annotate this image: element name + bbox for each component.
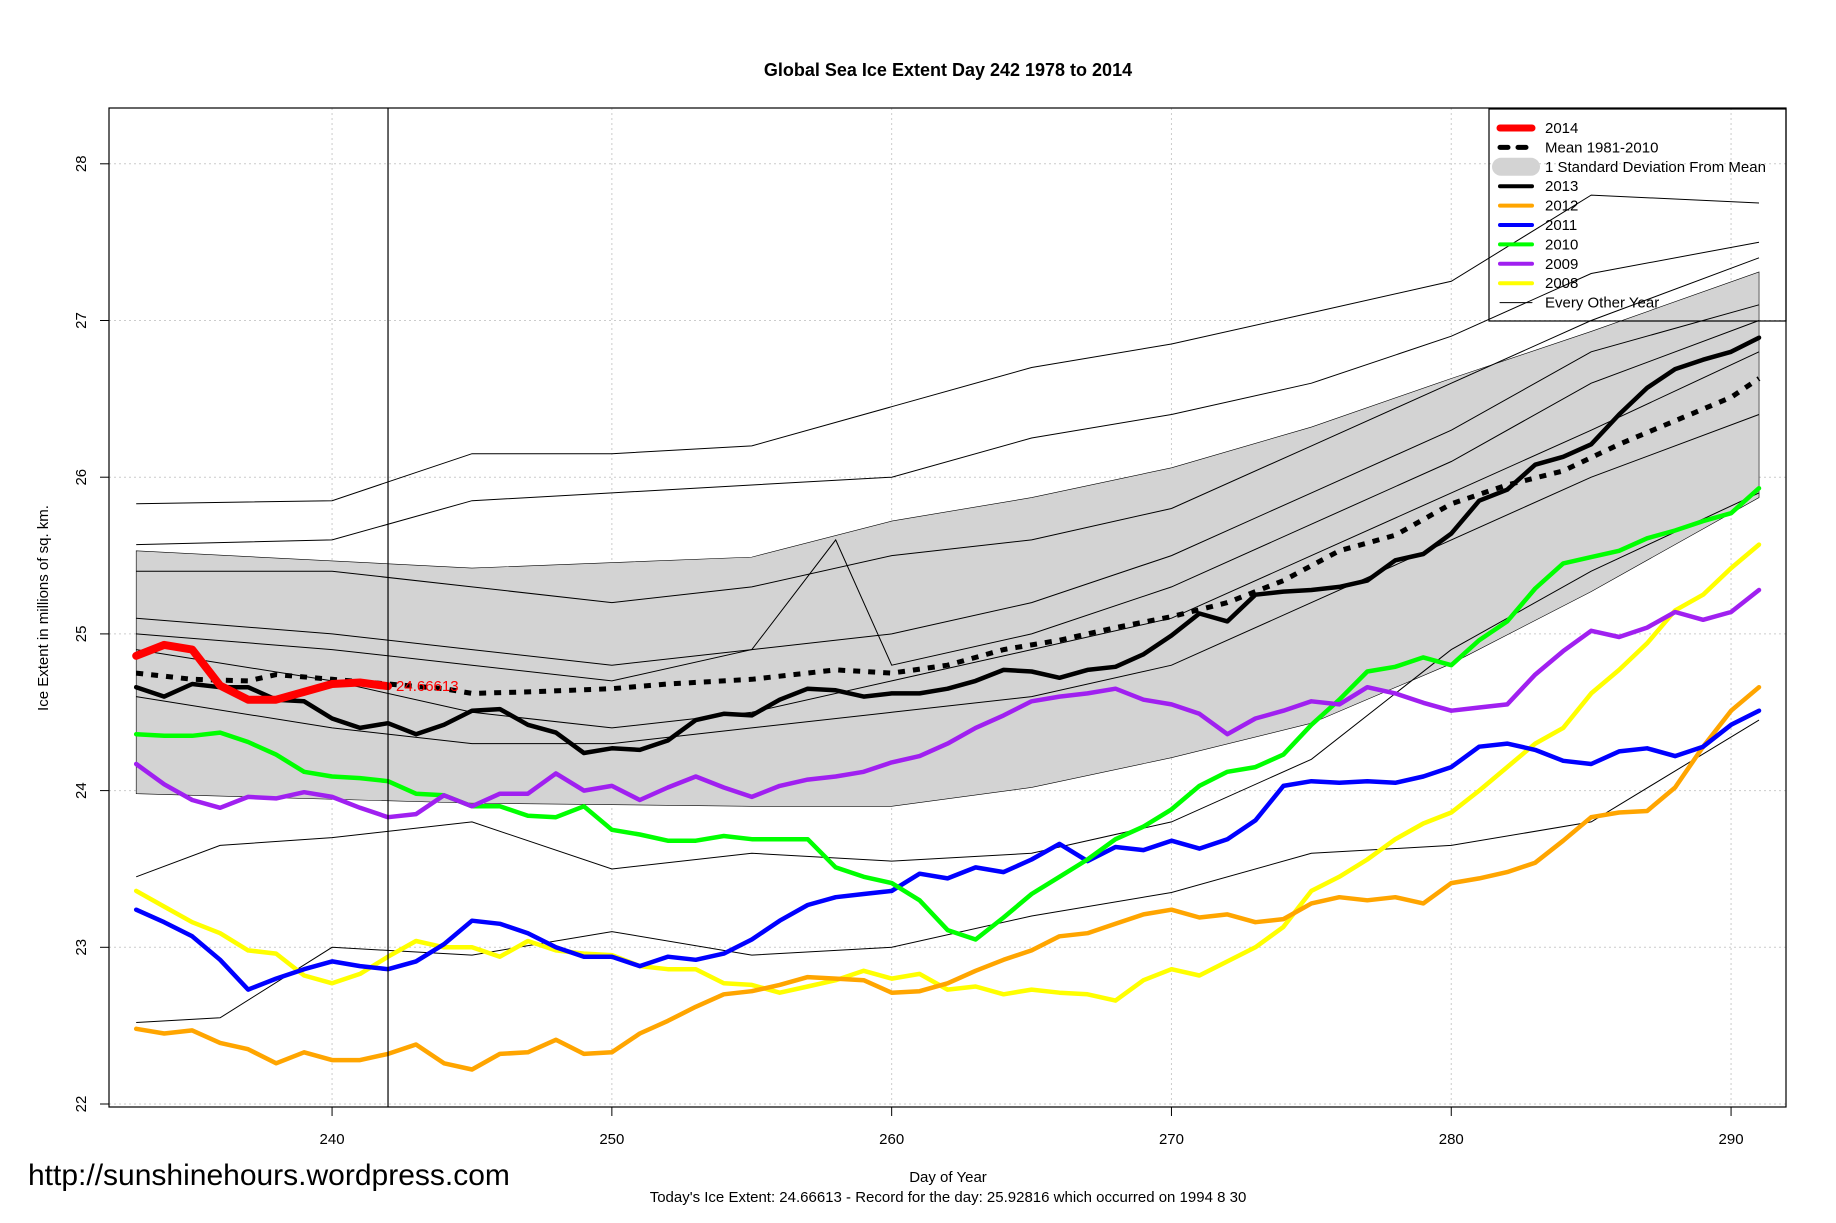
y-axis-label: Ice Extent in millions of sq. km. — [35, 505, 52, 711]
x-tick-label: 290 — [1719, 1131, 1744, 1148]
y-tick-label: 27 — [73, 312, 90, 329]
legend-swatch — [1492, 157, 1540, 176]
x-tick-label: 280 — [1439, 1131, 1464, 1148]
y-tick-label: 22 — [73, 1096, 90, 1113]
y-tick-label: 23 — [73, 939, 90, 956]
plot-frame — [108, 107, 1787, 1108]
y-tick-label: 28 — [73, 155, 90, 172]
series-lines — [132, 335, 1762, 1072]
legend: 2014 Mean 1981-2010 1 Standard Deviation F… — [1488, 108, 1787, 322]
series-line-2009 — [133, 587, 1762, 820]
legend-label: 1 Standard Deviation From Mean — [1545, 159, 1766, 176]
series-line-2010 — [133, 485, 1762, 942]
x-tick-label: 240 — [320, 1131, 345, 1148]
other-years — [136, 194, 1760, 1023]
legend-label: 2011 — [1545, 217, 1577, 234]
series-line-2012 — [133, 684, 1762, 1072]
x-tick-label: 270 — [1159, 1131, 1184, 1148]
legend-label: 2009 — [1545, 256, 1578, 273]
legend-box — [1488, 108, 1787, 322]
legend-label: 2013 — [1545, 178, 1578, 195]
chart-title: Global Sea Ice Extent Day 242 1978 to 20… — [764, 60, 1132, 80]
legend-label: Mean 1981-2010 — [1545, 139, 1658, 156]
x-axis-label: Day of Year — [909, 1169, 987, 1186]
subtitle: Today's Ice Extent: 24.66613 - Record fo… — [650, 1189, 1247, 1206]
legend-label: 2014 — [1545, 120, 1578, 137]
legend-label: 2008 — [1545, 275, 1578, 292]
y-tick-label: 25 — [73, 626, 90, 643]
series-line-2011 — [133, 708, 1762, 992]
other-year-line — [136, 414, 1760, 745]
series-line-2013 — [133, 335, 1762, 756]
other-year-line — [136, 194, 1760, 505]
current-value-label: 24.66613 — [396, 678, 459, 695]
legend-label: 2012 — [1545, 198, 1578, 215]
x-tick-label: 250 — [599, 1131, 624, 1148]
other-year-line — [136, 257, 1760, 604]
y-tick-label: 24 — [73, 782, 90, 799]
series-line-2008 — [133, 542, 1762, 1003]
other-year-line — [136, 320, 1760, 682]
grid — [109, 108, 1786, 1107]
watermark-url: http://sunshinehours.wordpress.com — [28, 1159, 510, 1192]
other-year-line — [136, 304, 1760, 666]
other-year-line — [136, 492, 1760, 878]
series-line-2014 — [132, 640, 392, 704]
legend-label: Every Other Year — [1545, 295, 1659, 312]
axes: 240 250 260 270 280 290 22 23 24 25 26 27 28 — [73, 155, 1744, 1148]
legend-label: 2010 — [1545, 236, 1578, 253]
x-tick-label: 260 — [879, 1131, 904, 1148]
other-year-line — [136, 241, 1760, 546]
other-year-line — [136, 719, 1760, 1023]
y-tick-label: 26 — [73, 469, 90, 486]
other-year-line — [136, 351, 1760, 729]
